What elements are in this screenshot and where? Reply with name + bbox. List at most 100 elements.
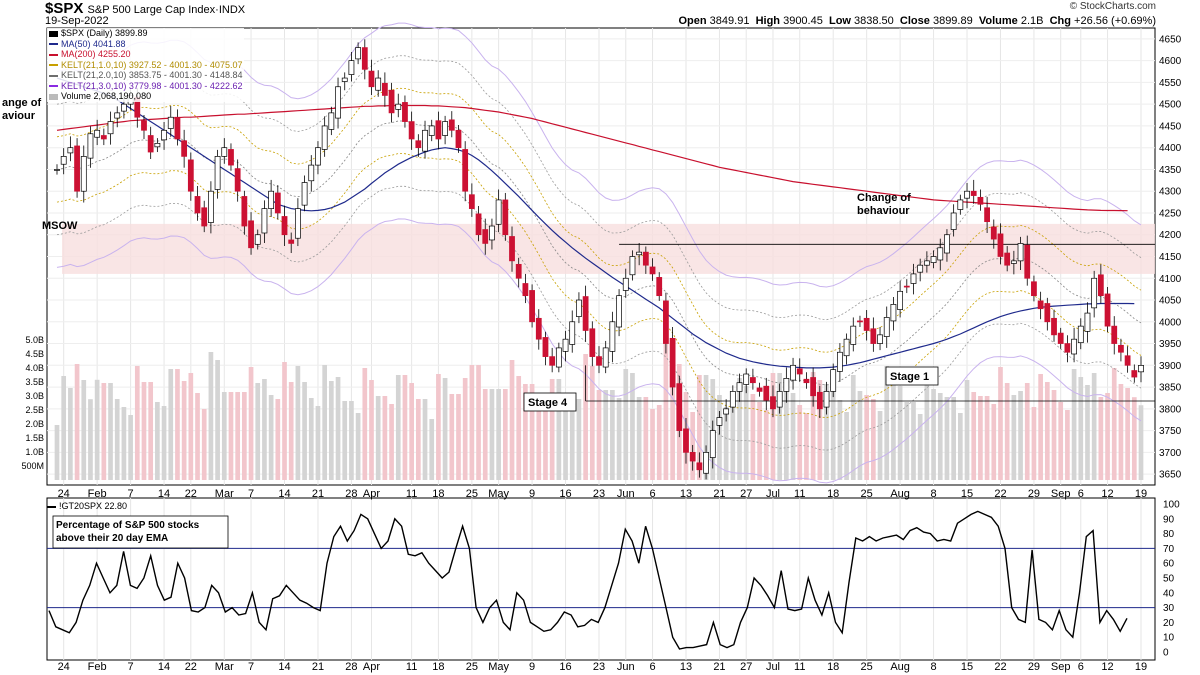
volume-bar <box>415 399 421 480</box>
volume-bar <box>255 383 261 480</box>
candle <box>716 411 723 435</box>
candle-body <box>602 347 609 368</box>
candle <box>315 141 321 175</box>
volume-bar <box>469 365 475 480</box>
price-axis-label: 3950 <box>1159 339 1182 350</box>
candle-body <box>1064 343 1071 353</box>
candle <box>596 346 602 374</box>
candle <box>1024 235 1031 286</box>
candle-body <box>315 147 321 166</box>
candle-body <box>381 82 388 96</box>
candle <box>100 128 107 146</box>
candle <box>1044 297 1051 331</box>
candle-body <box>194 196 201 214</box>
volume-bar <box>188 373 194 480</box>
candle <box>442 115 448 145</box>
volume-bar <box>1024 383 1030 480</box>
x-tick-label-top: 7 <box>128 488 134 500</box>
candle-body <box>1017 243 1024 262</box>
candle-body <box>1091 277 1098 309</box>
x-tick-label-bottom: 19 <box>1135 661 1147 673</box>
candle <box>609 311 616 363</box>
lower-annotation-line1: Percentage of S&P 500 stocks <box>56 520 200 531</box>
candle-body <box>790 364 796 381</box>
candle <box>261 200 268 244</box>
candle-body <box>274 192 281 214</box>
candle <box>402 95 408 128</box>
candle <box>582 285 589 342</box>
x-tick-label-top: 12 <box>1101 488 1113 500</box>
volume-bar <box>610 390 615 480</box>
x-tick-label-top: Jun <box>617 488 635 500</box>
candle <box>910 263 917 295</box>
candle-body <box>997 233 1004 257</box>
volume-bar <box>482 389 488 480</box>
candle-body <box>582 296 589 331</box>
candle-body <box>622 277 629 291</box>
candle <box>870 317 877 352</box>
volume-axis-label: 1.0B <box>25 447 44 457</box>
candle-body <box>636 251 643 256</box>
volume-bar <box>717 395 722 480</box>
candle-body <box>181 140 188 157</box>
candle <box>281 205 288 247</box>
volume-bar <box>362 368 368 480</box>
volume-bar <box>382 396 388 480</box>
candle <box>201 200 208 233</box>
candle <box>60 148 67 175</box>
candle <box>729 385 736 413</box>
volume-bar <box>148 382 154 480</box>
candle-body <box>422 129 428 152</box>
volume-axis-label: 1.5B <box>25 433 44 443</box>
price-axis-label: 4150 <box>1159 252 1182 263</box>
volume-bar <box>302 382 307 480</box>
candle-body <box>957 199 964 210</box>
candle-body <box>716 417 723 426</box>
candle <box>328 106 335 136</box>
volume-bar <box>844 412 849 480</box>
volume-bar <box>650 409 655 480</box>
annotation-change-left-2: aviour <box>2 110 36 122</box>
candle-body <box>415 140 422 149</box>
candle-body <box>609 321 616 352</box>
candle-body <box>147 135 154 153</box>
x-tick-label-top: 14 <box>158 488 170 500</box>
candle-body <box>723 408 730 415</box>
candle <box>234 159 241 202</box>
x-tick-label-top: 21 <box>713 488 725 500</box>
candle <box>489 218 495 250</box>
volume-bar <box>322 365 327 480</box>
candle <box>455 125 462 153</box>
candle-body <box>174 116 181 140</box>
x-tick-label-bottom: Apr <box>363 661 380 673</box>
candle-body <box>1037 300 1044 310</box>
volume-bar <box>496 389 501 480</box>
candle <box>348 51 355 82</box>
candle-body <box>114 112 121 119</box>
x-tick-label-bottom: 8 <box>931 661 937 673</box>
candle <box>649 258 656 281</box>
legend-kelt2: KELT(21,2.0,10) 3853.75 - 4001.30 - 4148… <box>49 70 242 81</box>
volume-bar <box>944 397 950 480</box>
candle-body <box>796 368 803 375</box>
candle <box>422 120 428 159</box>
x-tick-label-top: 18 <box>827 488 839 500</box>
candle-body <box>448 119 455 131</box>
candle-body <box>1104 293 1111 327</box>
stockcharts-brand[interactable]: © StockCharts.com <box>1069 1 1156 12</box>
candle <box>642 246 649 274</box>
candle-body <box>696 462 703 471</box>
candle-body <box>1118 344 1124 353</box>
candle-body <box>642 251 649 266</box>
ma200-line <box>56 104 1128 212</box>
candle-body <box>522 283 529 297</box>
volume-bar <box>288 382 294 480</box>
x-tick-label-bottom: Mar <box>215 661 234 673</box>
candle-body <box>502 199 509 236</box>
candle-body <box>542 337 549 357</box>
candle <box>897 280 904 318</box>
volume-bar <box>757 402 762 480</box>
candle-body <box>1004 252 1011 266</box>
candle <box>970 179 977 204</box>
candle <box>957 194 964 215</box>
